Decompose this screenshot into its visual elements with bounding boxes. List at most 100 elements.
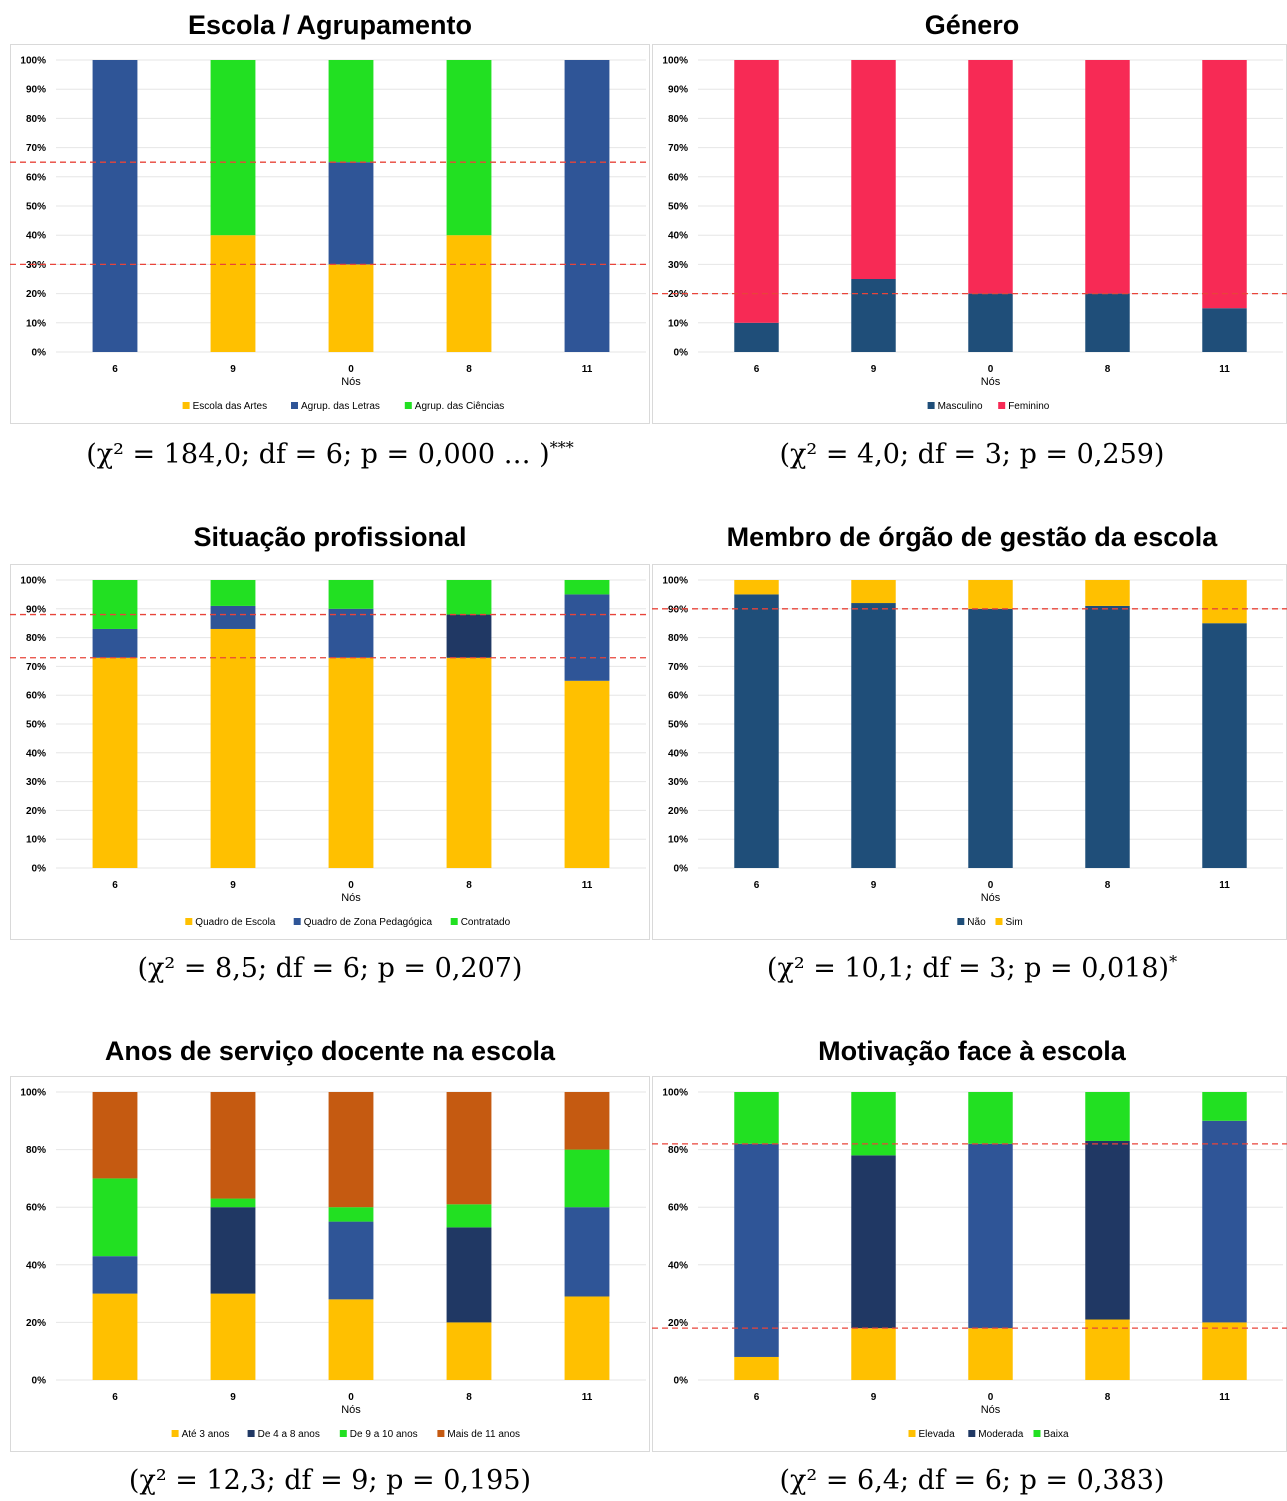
legend-swatch [1033, 1430, 1041, 1437]
y-tick-label: 40% [26, 1260, 46, 1271]
bar-segment [968, 1092, 1013, 1144]
chart-title: Motivação face à escola [818, 1036, 1126, 1066]
bar-segment [734, 594, 779, 868]
legend-swatch [968, 1430, 976, 1437]
chart-title: Situação profissional [193, 522, 467, 552]
legend-label: De 4 a 8 anos [258, 1429, 320, 1440]
bar-segment [210, 1092, 256, 1199]
y-tick-label: 100% [662, 576, 688, 587]
y-tick-label: 70% [668, 143, 688, 154]
chart-title: Género [924, 10, 1020, 40]
x-tick-label: 0 [348, 880, 354, 891]
bar-segment [1085, 605, 1130, 868]
y-tick-label: 100% [20, 56, 46, 67]
stat-text: (χ² = 6,4; df = 6; p = 0,383) [779, 1465, 1165, 1496]
x-tick-label: 9 [871, 364, 877, 375]
y-tick-label: 10% [668, 835, 688, 846]
stat-text: (χ² = 12,3; df = 9; p = 0,195) [128, 1465, 532, 1496]
y-tick-label: 60% [26, 172, 46, 183]
y-tick-label: 50% [26, 720, 46, 731]
significance-marker: * [1169, 952, 1178, 971]
bar-segment [328, 580, 374, 609]
bar-segment [564, 60, 610, 352]
chi-square-stat: (χ² = 6,4; df = 6; p = 0,383) [652, 1464, 1287, 1496]
bar-segment [734, 580, 779, 595]
y-tick-label: 40% [26, 231, 46, 242]
chart-title: Anos de serviço docente na escola [104, 1036, 556, 1066]
y-tick-label: 60% [668, 172, 688, 183]
y-tick-label: 10% [26, 318, 46, 329]
bar-segment [210, 1198, 256, 1208]
bar-segment [1085, 1140, 1130, 1320]
stat-text: (χ² = 8,5; df = 6; p = 0,207) [137, 953, 523, 984]
legend-swatch [908, 1430, 916, 1437]
legend: Não Sim [957, 917, 1023, 928]
bar-segment [446, 580, 492, 615]
legend-label: Até 3 anos [182, 1429, 230, 1440]
bar-segment [446, 1322, 492, 1380]
bar-segment [1202, 308, 1247, 352]
x-tick-label: 6 [112, 1392, 118, 1403]
x-tick-label: 9 [230, 880, 236, 891]
bar-segment [446, 614, 492, 658]
x-tick-label: 6 [112, 880, 118, 891]
y-tick-label: 100% [662, 56, 688, 67]
bar-segment [734, 1143, 779, 1357]
bar-segment [1085, 1319, 1130, 1380]
y-tick-label: 30% [26, 777, 46, 788]
y-tick-label: 40% [668, 748, 688, 759]
legend-label: Escola das Artes [193, 401, 267, 412]
x-tick-label: 0 [988, 880, 994, 891]
bar-segment [210, 1207, 256, 1294]
legend-swatch [404, 402, 412, 409]
x-tick-label: 8 [466, 880, 472, 891]
x-tick-label: 9 [230, 1392, 236, 1403]
legend-label: De 9 a 10 anos [350, 1429, 418, 1440]
x-tick-label: 8 [466, 364, 472, 375]
chart-genero: 0% 10% 20% 30% 40% 50% 60% 70% 80% 90% 100% 6 9 0 8 11 N… [652, 44, 1287, 424]
bar-segment [92, 1256, 138, 1294]
bar-segment [328, 1092, 374, 1208]
y-tick-label: 50% [668, 720, 688, 731]
legend-swatch [291, 402, 298, 409]
bar-segment [1202, 580, 1247, 624]
bar-segment [1202, 623, 1247, 868]
y-tick-label: 50% [26, 202, 46, 213]
legend: Quadro de Escola Quadro de Zona Pedagógic… [185, 917, 511, 928]
bar-segment [210, 235, 256, 352]
y-tick-label: 80% [668, 1145, 688, 1156]
legend-label: Não [967, 917, 986, 928]
bar-segment [1202, 1092, 1247, 1121]
legend: Elevada Moderada Baixa [908, 1429, 1069, 1440]
x-tick-label: 8 [1105, 880, 1111, 891]
legend: Escola das Artes Agrup. das Letras Agrup. … [182, 401, 505, 412]
bar-segment [851, 603, 896, 868]
significance-marker: *** [549, 438, 574, 457]
legend-label: Sim [1006, 917, 1023, 928]
bar-segment [851, 1328, 896, 1380]
bar-segment [328, 1299, 374, 1380]
y-tick-label: 80% [668, 114, 688, 125]
bar-segment [446, 60, 492, 236]
bar-segment [92, 580, 138, 629]
legend-swatch [182, 402, 190, 409]
x-tick-label: 9 [871, 1392, 877, 1403]
bar-segment [210, 628, 256, 868]
stat-text: (χ² = 4,0; df = 3; p = 0,259) [779, 439, 1165, 470]
bar-segment [968, 1143, 1013, 1329]
bar-segment [92, 1092, 138, 1179]
bar-segment [564, 1296, 610, 1380]
x-tick-label: 6 [112, 364, 118, 375]
legend-swatch [957, 918, 965, 925]
x-tick-label: 0 [348, 364, 354, 375]
bar-segment [446, 1227, 492, 1323]
legend-label: Quadro de Escola [195, 917, 275, 928]
x-axis-label: Nós [341, 1404, 361, 1416]
y-tick-label: 60% [26, 1203, 46, 1214]
bar-segment [564, 1149, 610, 1208]
x-tick-label: 6 [754, 364, 760, 375]
legend-label: Agrup. das Ciências [415, 401, 505, 412]
y-tick-label: 60% [668, 1203, 688, 1214]
x-tick-label: 8 [1105, 364, 1111, 375]
legend-swatch [339, 1430, 347, 1437]
